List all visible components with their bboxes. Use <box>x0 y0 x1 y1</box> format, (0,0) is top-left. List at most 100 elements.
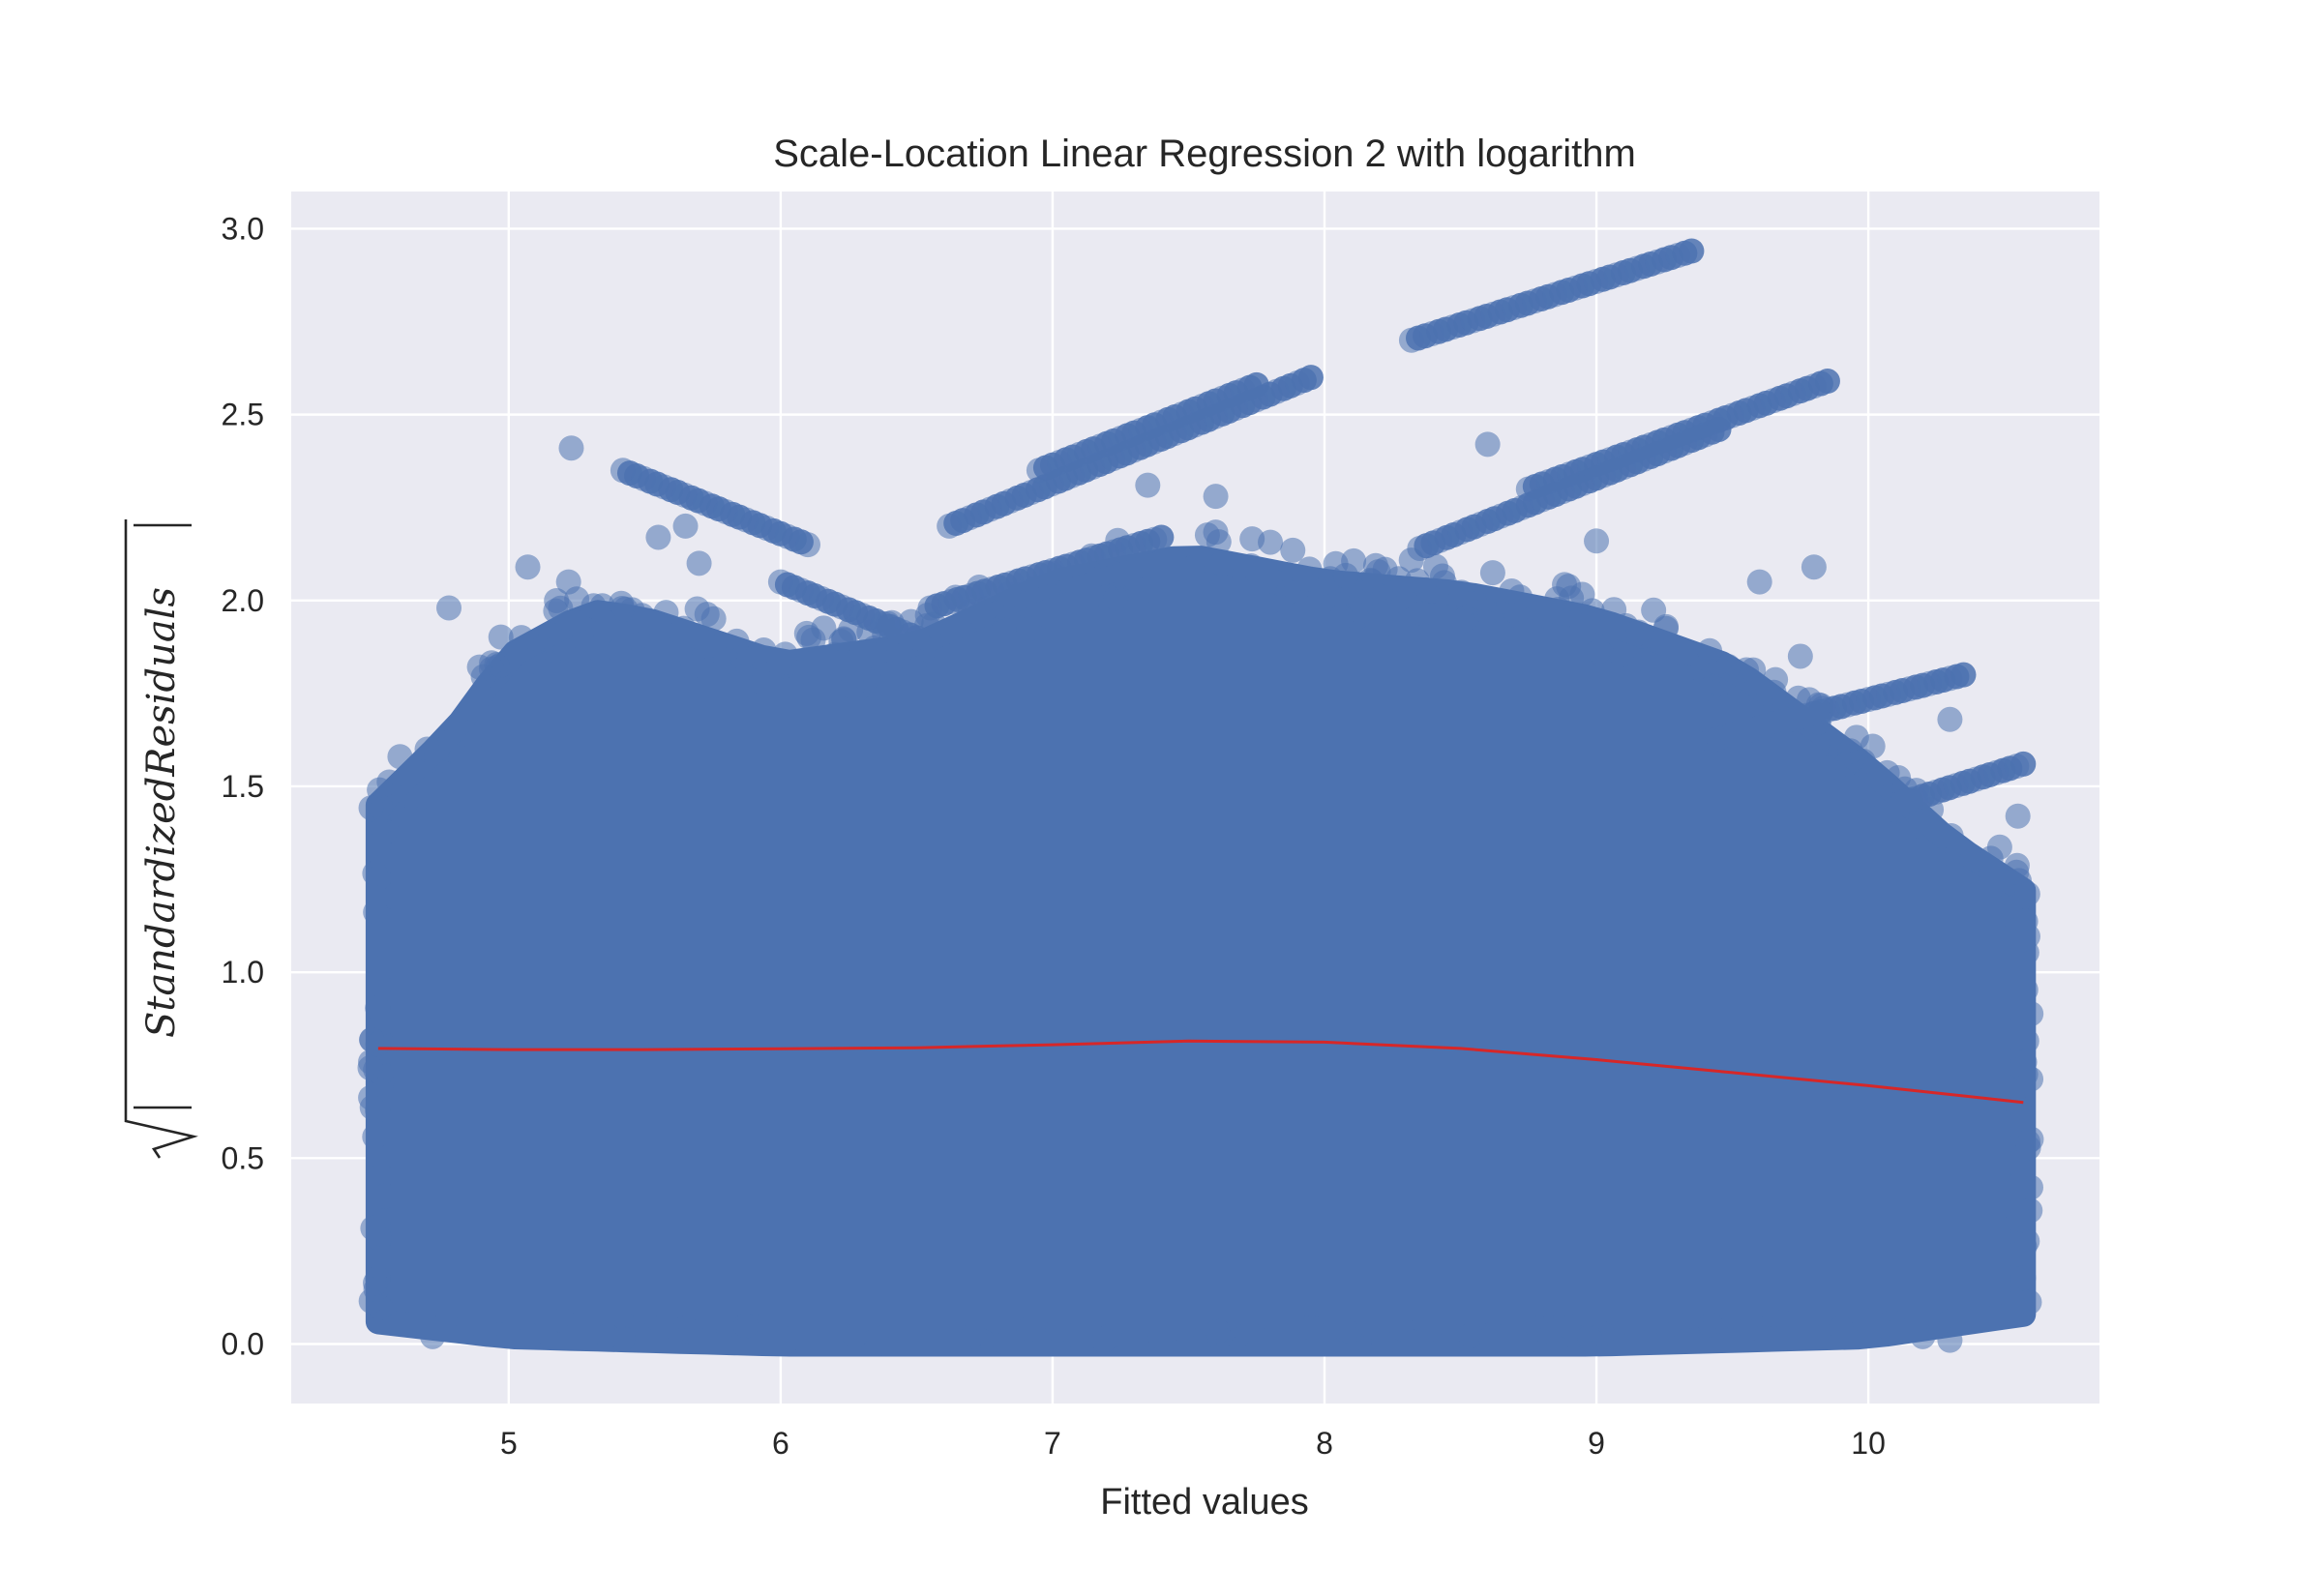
scatter-point <box>357 1055 383 1081</box>
scatter-point <box>706 660 732 686</box>
scatter-point <box>1332 562 1358 588</box>
y-tick-label: 0.5 <box>222 1140 264 1175</box>
scatter-point <box>1633 646 1659 672</box>
outlier-point <box>1937 1327 1963 1353</box>
streak-point <box>795 532 820 558</box>
scatter-point <box>728 657 754 683</box>
outlier-point <box>420 1323 446 1349</box>
scatter-point <box>746 667 772 694</box>
scatter-point <box>1490 1324 1516 1350</box>
scatter-point <box>435 1302 461 1328</box>
scatter-point <box>788 659 814 685</box>
scatter-point <box>1697 637 1723 664</box>
scatter-point <box>2006 1206 2032 1232</box>
scatter-point <box>1857 1319 1883 1345</box>
scatter-point <box>2013 939 2039 965</box>
scatter-point <box>949 629 975 655</box>
trend-line-layer <box>377 1039 2024 1105</box>
outlier-point <box>2005 803 2031 829</box>
scatter-point <box>1239 526 1265 552</box>
scatter-point <box>1206 529 1232 555</box>
scatter-point <box>365 1031 391 1057</box>
scatter-point <box>724 628 750 654</box>
scatter-point <box>372 954 398 980</box>
scatter-point <box>2005 1289 2031 1315</box>
scatter-point <box>633 629 659 655</box>
scatter-point <box>1670 639 1696 665</box>
scatter-point <box>1479 560 1505 586</box>
outlier-point <box>1584 528 1610 554</box>
scatter-point <box>626 1321 652 1347</box>
scatter-point <box>1147 1324 1174 1350</box>
scatter-point <box>677 654 703 680</box>
scatter-point <box>1062 1322 1088 1348</box>
scatter-point <box>488 624 514 650</box>
scatter-point <box>543 598 569 624</box>
scatter-point <box>1770 1309 1796 1335</box>
outlier-point <box>515 554 541 580</box>
scatter-point <box>407 784 433 811</box>
scatter-points <box>357 238 2044 1357</box>
scatter-point <box>1103 585 1129 611</box>
x-tick-label: 5 <box>500 1426 518 1461</box>
scatter-point <box>1733 1317 1759 1344</box>
scatter-point <box>606 637 632 664</box>
scatter-point <box>1526 1315 1552 1342</box>
scatter-point <box>1879 1309 1905 1335</box>
scatter-point <box>1856 782 1882 808</box>
scatter-point <box>1653 613 1680 639</box>
scatter-point <box>1458 1322 1484 1348</box>
scatter-point <box>829 1316 855 1343</box>
outlier-point <box>645 524 671 550</box>
scatter-point <box>1096 1323 1122 1349</box>
scatter-point <box>2007 883 2033 909</box>
x-axis-ticks: 5 6 7 8 9 10 <box>500 1426 1886 1461</box>
outlier-point <box>1135 472 1161 498</box>
streak-point <box>904 625 930 651</box>
scatter-point <box>1419 610 1445 636</box>
x-tick-label: 9 <box>1588 1426 1605 1461</box>
outlier-point <box>1474 431 1501 458</box>
scatter-point <box>366 865 392 891</box>
scatter-point <box>478 656 504 682</box>
scatter-point <box>648 1315 674 1341</box>
x-tick-label: 6 <box>772 1426 789 1461</box>
y-tick-label: 1.5 <box>222 769 264 804</box>
scatter-point <box>358 795 384 821</box>
trend-line <box>377 1039 2024 1105</box>
scatter-point <box>1280 537 1306 563</box>
outlier-point <box>1937 706 1963 732</box>
scatter-point <box>517 1322 543 1348</box>
outlier-point <box>1910 1323 1936 1349</box>
scatter-point <box>2006 1095 2032 1121</box>
scatter-point <box>456 1311 482 1337</box>
scatter-point <box>1141 577 1167 604</box>
outlier-point <box>1203 484 1229 510</box>
streak-point <box>1679 238 1705 264</box>
scatter-point <box>766 1319 792 1345</box>
y-axis-ticks: 0.0 0.5 1.0 1.5 2.0 2.5 3.0 <box>222 211 264 1361</box>
chart-title: Scale-Location Linear Regression 2 with … <box>773 133 1636 175</box>
scatter-point <box>1391 583 1417 609</box>
scatter-point <box>2011 1233 2038 1259</box>
outlier-point <box>1801 554 1827 580</box>
scatter-point <box>790 678 817 704</box>
scatter-point <box>991 1329 1017 1355</box>
scatter-point <box>1298 1315 1325 1342</box>
streak-point <box>1243 371 1269 398</box>
scatter-point <box>2004 1018 2030 1044</box>
scatter-point <box>839 673 865 699</box>
scatter-point <box>2012 977 2039 1003</box>
streak-point <box>1297 365 1324 391</box>
x-tick-label: 7 <box>1044 1426 1061 1461</box>
scatter-point <box>800 627 826 653</box>
outlier-point <box>555 569 581 595</box>
scatter-point <box>1828 1315 1854 1342</box>
scatter-point <box>1643 1313 1669 1339</box>
scatter-point <box>1599 1320 1625 1346</box>
scatter-point <box>535 651 561 677</box>
scatter-point <box>1263 569 1289 595</box>
scatter-point <box>1238 552 1265 578</box>
streak-point <box>1814 369 1840 395</box>
